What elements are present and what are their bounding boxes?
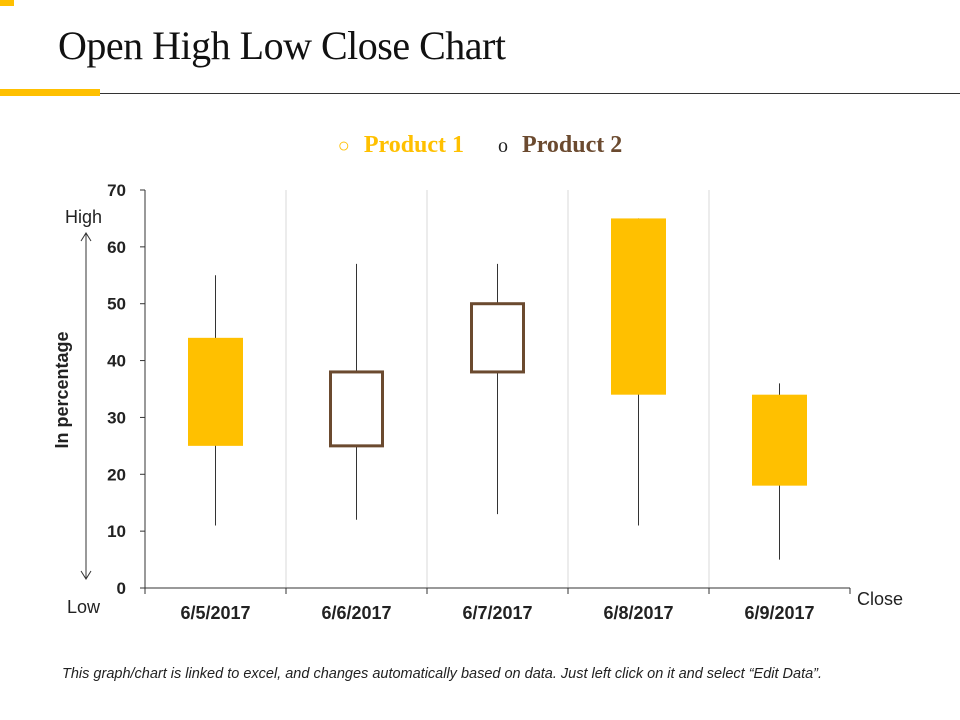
legend-marker-product-1: ○: [337, 135, 350, 157]
y-tick-label: 20: [107, 465, 126, 484]
legend-label-product-2: Product 2: [522, 132, 623, 158]
legend-item-product-1: ○ Product 1: [338, 132, 464, 159]
candle-body: [329, 370, 384, 448]
y-tick-label: 40: [107, 352, 126, 371]
candle-body: [188, 337, 243, 446]
candle-body: [470, 302, 525, 374]
corner-accent: [0, 0, 14, 6]
y-tick-label: 10: [107, 522, 126, 541]
y-tick-label: 70: [107, 181, 126, 200]
high-annotation: High: [65, 207, 102, 227]
footnote: This graph/chart is linked to excel, and…: [62, 666, 823, 682]
y-tick-label: 0: [117, 579, 126, 598]
page-title: Open High Low Close Chart: [58, 23, 506, 68]
x-tick-label: 6/9/2017: [744, 603, 814, 623]
grid-lines: [285, 190, 710, 588]
y-axis-label: In percentage: [52, 331, 72, 448]
close-annotation: Close: [857, 589, 903, 609]
y-tick-label: 50: [107, 295, 126, 314]
candle-body: [752, 394, 807, 486]
title-accent-bar: [0, 89, 100, 96]
y-tick-label: 60: [107, 238, 126, 257]
x-tick-label: 6/8/2017: [603, 603, 673, 623]
y-tick-label: 30: [107, 408, 126, 427]
legend-marker-product-2: o: [498, 135, 509, 157]
legend-item-product-2: o Product 2: [498, 132, 622, 159]
candle-body: [611, 218, 666, 395]
x-tick-labels: 6/5/2017 6/6/2017 6/7/2017 6/8/2017 6/9/2017: [180, 603, 814, 623]
axis-annotations: High Low Close In percentage: [52, 207, 903, 617]
title-divider: [100, 93, 960, 94]
x-tick-label: 6/7/2017: [462, 603, 532, 623]
candles: [188, 218, 807, 560]
low-annotation: Low: [67, 597, 101, 617]
y-range-arrow-down: [80, 570, 92, 580]
y-tick-labels: 0 10 20 30 40 50 60 70: [107, 181, 126, 598]
legend-label-product-1: Product 1: [363, 132, 465, 158]
x-tick-label: 6/6/2017: [321, 603, 391, 623]
chart-legend: ○ Product 1 o Product 2: [0, 132, 960, 159]
x-tick-label: 6/5/2017: [180, 603, 250, 623]
axes: [140, 189, 851, 594]
y-range-arrow-up: [80, 232, 92, 242]
